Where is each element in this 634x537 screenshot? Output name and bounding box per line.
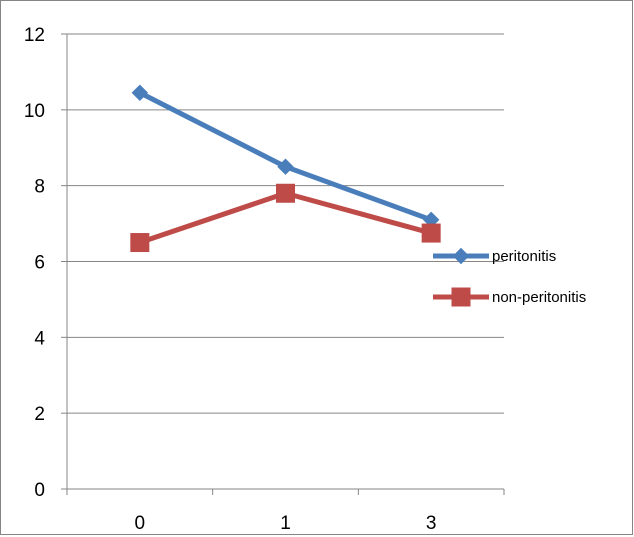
- x-tick-label-0: 0: [135, 513, 146, 534]
- y-axis-tick-labels: 0 2 4 6 8 10 12: [24, 25, 46, 501]
- y-tick-label-8: 8: [34, 177, 45, 198]
- legend-marker-1: [451, 287, 471, 307]
- gridlines: [67, 33, 504, 414]
- x-tick-label-1: 1: [280, 513, 291, 534]
- y-tick-label-10: 10: [24, 101, 45, 122]
- legend-label-0: peritonitis: [492, 248, 556, 265]
- y-tick-label-6: 6: [34, 253, 45, 274]
- data-point-0-1: [277, 158, 294, 175]
- x-axis-tick-labels: 0 1 3: [135, 513, 437, 534]
- legend-label-1: non-peritonitis: [492, 289, 586, 306]
- y-tick-label-0: 0: [34, 480, 45, 501]
- x-tick-label-3: 3: [426, 513, 437, 534]
- data-point-1-2: [421, 223, 441, 243]
- data-point-1-0: [130, 233, 150, 253]
- y-tick-label-2: 2: [34, 404, 45, 425]
- y-tick-label-4: 4: [34, 328, 45, 349]
- data-point-1-1: [276, 183, 295, 203]
- data-series: [130, 84, 441, 253]
- legend-marker-0: [452, 247, 470, 265]
- y-tick-label-12: 12: [24, 25, 45, 46]
- data-point-0-0: [131, 84, 149, 101]
- legend: peritonitis non-peritonitis: [433, 247, 586, 307]
- axes: [61, 33, 505, 495]
